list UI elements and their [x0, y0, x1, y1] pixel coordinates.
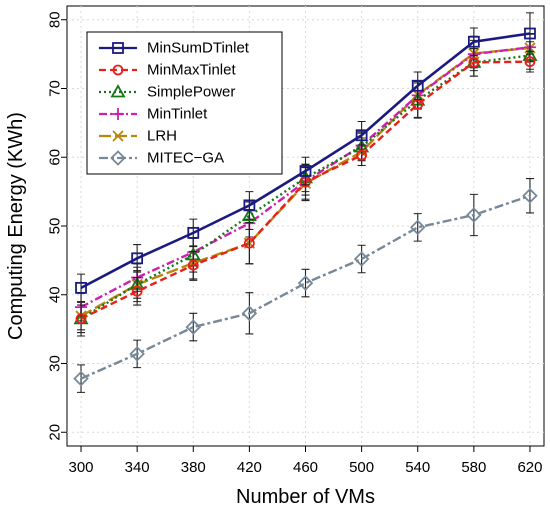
x-tick-label: 620: [517, 459, 542, 476]
x-axis-title: Number of VMs: [236, 486, 375, 508]
data-point-square: [411, 79, 424, 92]
data-point-square: [112, 42, 124, 54]
error-bar: [77, 273, 86, 303]
data-point-circle: [75, 313, 87, 325]
error-bar: [133, 277, 142, 306]
x-tick-label: 580: [461, 459, 486, 476]
legend-label: MinSumDTinlet: [147, 40, 250, 57]
series-line: [80, 194, 531, 380]
x-tick-label: 420: [237, 459, 262, 476]
y-tick-label: 60: [47, 149, 64, 166]
data-point-circle: [131, 285, 143, 297]
y-axis-title: Computing Energy (KWh): [5, 112, 27, 340]
data-point-circle: [468, 56, 480, 68]
data-point-square: [187, 226, 200, 239]
legend-box: [86, 31, 283, 175]
y-tick-label: 40: [47, 286, 64, 303]
error-bar: [525, 12, 534, 55]
x-tick-label: 380: [181, 459, 206, 476]
data-point-square: [467, 35, 480, 48]
data-point-diamond: [297, 275, 314, 291]
data-point-square: [299, 165, 312, 177]
data-point-diamond: [409, 219, 426, 236]
data-point-circle: [524, 56, 536, 68]
data-point-square: [75, 281, 87, 294]
legend-label: SimplePower: [147, 84, 235, 101]
legend-item: MITEC−GA: [99, 150, 224, 167]
data-point-circle: [112, 64, 124, 76]
y-tick-label: 30: [47, 355, 64, 372]
series-0: [75, 12, 536, 303]
legend-item: SimplePower: [99, 84, 235, 101]
data-point-diamond: [353, 251, 370, 267]
x-tick-label: 540: [405, 459, 430, 476]
legend-item: MinSumDTinlet: [99, 40, 250, 57]
error-bar: [77, 364, 86, 393]
data-point-circle: [187, 259, 199, 271]
legend-label: LRH: [147, 128, 177, 145]
data-point-triangle: [110, 84, 126, 98]
data-point-diamond: [522, 187, 538, 204]
error-bar: [77, 304, 86, 334]
x-tick-label: 340: [125, 459, 150, 476]
data-point-circle: [356, 149, 368, 161]
x-tick-label: 500: [349, 459, 374, 476]
error-bar: [189, 312, 198, 342]
data-point-x: [112, 130, 124, 142]
legend-item: LRH: [99, 128, 177, 145]
legend-label: MinMaxTinlet: [147, 62, 236, 79]
data-point-diamond: [241, 305, 258, 322]
data-point-square: [243, 199, 256, 212]
series-5: [73, 178, 538, 393]
y-tick-label: 20: [47, 424, 64, 441]
error-bar: [301, 268, 310, 298]
data-point-diamond: [73, 370, 89, 387]
y-tick-label: 80: [47, 11, 64, 28]
data-point-diamond: [110, 150, 126, 166]
error-bar: [525, 178, 534, 214]
y-tick-label: 50: [47, 218, 64, 235]
data-point-plus: [112, 108, 124, 120]
error-bar: [245, 222, 254, 265]
legend-label: MITEC−GA: [147, 150, 224, 167]
data-point-diamond: [185, 319, 202, 335]
legend-label: MinTinlet: [147, 106, 208, 123]
x-tick-label: 300: [69, 459, 94, 476]
data-point-diamond: [129, 346, 145, 362]
axes: 300 340 380 420 460 500 540 580 620 20 30 40 50 60 70 8…: [47, 11, 543, 476]
legend-item: MinTinlet: [99, 106, 208, 123]
legend-item: MinMaxTinlet: [99, 62, 236, 79]
series-layer: [73, 12, 538, 393]
data-point-circle: [243, 237, 255, 249]
x-tick-label: 460: [293, 459, 318, 476]
legend: MinSumDTinlet MinMaxTinlet SimplePower MinT…: [86, 31, 283, 175]
data-point-diamond: [466, 207, 482, 223]
series-line: [80, 32, 531, 290]
data-point-square: [355, 129, 368, 142]
y-tick-label: 70: [47, 80, 64, 97]
data-point-square: [131, 252, 144, 265]
data-point-square: [524, 27, 536, 40]
error-bar: [413, 213, 422, 242]
data-point-triangle: [241, 207, 257, 222]
